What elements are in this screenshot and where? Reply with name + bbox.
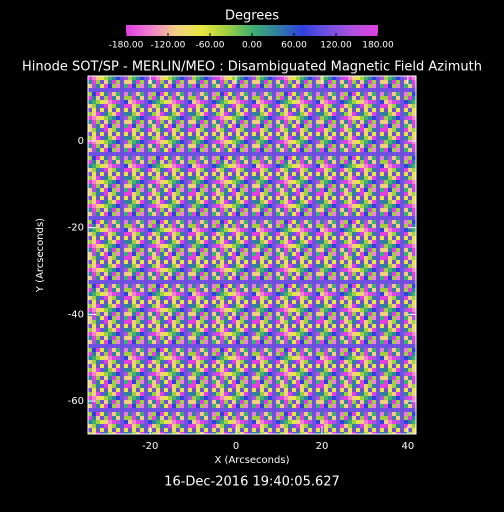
azimuth-map [88, 76, 416, 434]
colorbar-tick-label: 180.00 [362, 41, 394, 51]
date-label: 16-Dec-2016 19:40:05.627 [164, 475, 340, 490]
x-axis-label: X (Arcseconds) [215, 455, 290, 466]
x-tick-label: 20 [316, 441, 329, 452]
colorbar-tick-label: -60.00 [195, 41, 224, 51]
x-tick-label: 40 [401, 441, 414, 452]
plot-frame [87, 75, 417, 435]
colorbar-tick-label: -120.00 [151, 41, 186, 51]
colorbar-tick-label: -180.00 [109, 41, 144, 51]
y-tick-label: -60 [68, 396, 84, 407]
colorbar-tick-label: 60.00 [281, 41, 307, 51]
colorbar-tick-label: 120.00 [320, 41, 352, 51]
colorbar-tick-label: 0.00 [242, 41, 262, 51]
x-tick-label: 0 [233, 441, 239, 452]
y-tick-label: 0 [78, 136, 84, 147]
colorbar-label: Degrees [225, 9, 279, 24]
y-tick-label: -20 [68, 223, 84, 234]
x-tick-label: -20 [142, 441, 158, 452]
y-tick-label: -40 [68, 309, 84, 320]
y-axis-label: Y (Arcseconds) [35, 218, 46, 293]
colorbar [126, 25, 378, 36]
chart-title: Hinode SOT/SP - MERLIN/MEO : Disambiguat… [22, 60, 482, 75]
